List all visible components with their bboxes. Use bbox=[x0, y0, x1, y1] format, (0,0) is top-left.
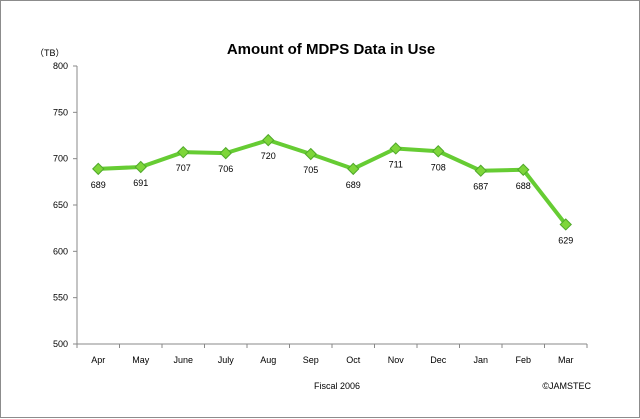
data-point-marker bbox=[559, 218, 572, 231]
x-tick-label: July bbox=[218, 355, 235, 365]
data-point-marker bbox=[219, 146, 232, 160]
y-tick-label: 550 bbox=[53, 293, 68, 303]
y-tick-label: 800 bbox=[53, 61, 68, 71]
x-tick-label: Dec bbox=[430, 355, 447, 365]
data-label: 707 bbox=[176, 163, 191, 173]
data-label: 689 bbox=[91, 180, 106, 190]
x-tick-label: Jan bbox=[473, 355, 488, 365]
data-label: 708 bbox=[431, 162, 446, 172]
x-axis-title: Fiscal 2006 bbox=[314, 381, 360, 391]
data-point-marker bbox=[432, 145, 445, 158]
data-point-marker bbox=[389, 142, 402, 155]
data-point-marker bbox=[347, 162, 360, 176]
data-point-marker bbox=[304, 147, 317, 161]
data-point-marker bbox=[474, 164, 487, 177]
data-label: 688 bbox=[516, 181, 531, 191]
data-label: 706 bbox=[218, 164, 233, 174]
y-tick-label: 700 bbox=[53, 154, 68, 164]
x-tick-label: Mar bbox=[558, 355, 574, 365]
data-label: 629 bbox=[558, 235, 573, 245]
y-axis-unit: （TB） bbox=[35, 48, 65, 58]
x-tick-label: Feb bbox=[515, 355, 531, 365]
data-point-marker bbox=[92, 162, 105, 176]
data-label: 705 bbox=[303, 165, 318, 175]
data-point-marker bbox=[517, 163, 530, 176]
x-tick-label: May bbox=[132, 355, 150, 365]
data-point-marker bbox=[134, 160, 147, 174]
data-label: 711 bbox=[389, 159, 403, 169]
data-label: 691 bbox=[133, 178, 148, 188]
copyright-text: ©JAMSTEC bbox=[542, 381, 591, 391]
data-point-marker bbox=[177, 145, 190, 159]
y-tick-label: 600 bbox=[53, 246, 68, 256]
x-tick-label: Aug bbox=[260, 355, 276, 365]
y-tick-label: 650 bbox=[53, 200, 68, 210]
y-tick-label: 750 bbox=[53, 107, 68, 117]
y-tick-label: 500 bbox=[53, 339, 68, 349]
series-line bbox=[96, 138, 568, 227]
data-label: 687 bbox=[473, 182, 488, 192]
x-tick-label: Oct bbox=[346, 355, 361, 365]
x-tick-label: June bbox=[173, 355, 193, 365]
chart-title: Amount of MDPS Data in Use bbox=[227, 41, 435, 58]
x-tick-label: Nov bbox=[388, 355, 405, 365]
data-label: 689 bbox=[346, 180, 361, 190]
plot-area: 500 550 600 650 700 750 800 Apr May June July Aug Se… bbox=[53, 61, 588, 365]
x-tick-label: Sep bbox=[303, 355, 319, 365]
x-tick-label: Apr bbox=[91, 355, 105, 365]
data-point-marker bbox=[262, 133, 275, 147]
data-label: 720 bbox=[261, 151, 276, 161]
